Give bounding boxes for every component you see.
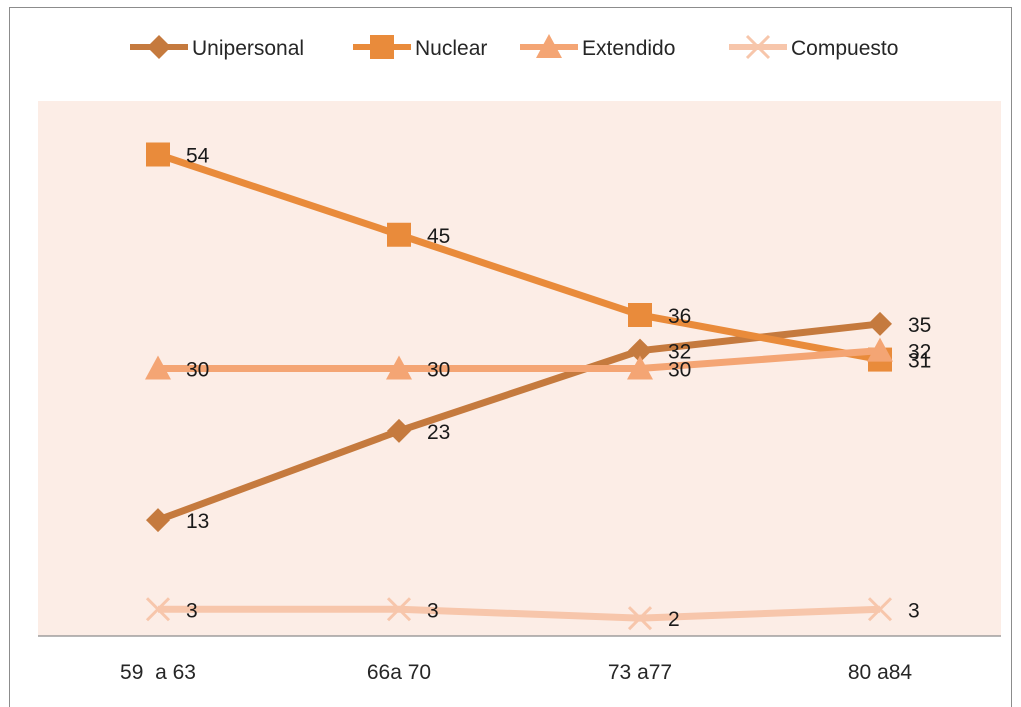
series-line-compuesto bbox=[158, 605, 881, 622]
x-tick-label-4: 80 a84 bbox=[848, 661, 913, 684]
data-point-nuclear-1 bbox=[146, 142, 170, 167]
data-point-extendido-4 bbox=[867, 337, 893, 362]
data-point-compuesto-1 bbox=[145, 597, 171, 622]
series-line-nuclear bbox=[156, 151, 881, 364]
data-label-compuesto-3: 2 bbox=[668, 608, 680, 631]
data-point-compuesto-1-stroke-b bbox=[145, 597, 171, 622]
data-label-nuclear-3: 36 bbox=[668, 305, 691, 328]
legend-marker-extendido bbox=[536, 34, 562, 58]
data-point-compuesto-2 bbox=[386, 597, 412, 622]
data-point-extendido-2 bbox=[386, 355, 412, 380]
data-point-nuclear-3 bbox=[628, 303, 652, 327]
data-point-compuesto-4 bbox=[867, 597, 893, 622]
legend-label-nuclear: Nuclear bbox=[415, 37, 487, 60]
legend-marker-nuclear bbox=[370, 35, 394, 59]
legend-label-compuesto: Compuesto bbox=[791, 37, 898, 60]
data-point-compuesto-4-stroke-b bbox=[867, 597, 893, 622]
data-label-unipersonal-1: 13 bbox=[186, 510, 209, 533]
data-label-extendido-2: 30 bbox=[427, 359, 450, 382]
data-point-extendido-3 bbox=[627, 355, 653, 380]
data-label-unipersonal-4: 35 bbox=[908, 314, 931, 337]
series-compuesto bbox=[145, 597, 893, 631]
data-label-nuclear-2: 45 bbox=[427, 225, 450, 248]
data-label-unipersonal-2: 23 bbox=[427, 421, 450, 444]
data-point-unipersonal-4 bbox=[868, 311, 892, 336]
data-point-unipersonal-3 bbox=[628, 338, 652, 363]
data-point-compuesto-3 bbox=[627, 606, 653, 631]
data-label-nuclear-1: 54 bbox=[186, 145, 210, 168]
data-label-compuesto-4: 3 bbox=[908, 599, 920, 622]
data-point-nuclear-2 bbox=[387, 222, 411, 247]
x-tick-label-3: 73 a77 bbox=[608, 661, 672, 684]
x-tick-label-1: 59 a 63 bbox=[120, 661, 196, 684]
legend-marker-unipersonal bbox=[147, 35, 171, 59]
legend-marker-compuesto-stroke-b bbox=[745, 34, 771, 60]
data-label-compuesto-2: 3 bbox=[427, 599, 439, 622]
data-label-extendido-1: 30 bbox=[186, 359, 209, 382]
legend-label-extendido: Extendido bbox=[582, 37, 675, 60]
data-point-extendido-1 bbox=[145, 355, 171, 380]
x-axis-ticks: 59 a 63 66a 70 73 a77 80 a84 bbox=[120, 661, 912, 684]
series-layer bbox=[145, 142, 893, 631]
data-point-unipersonal-2 bbox=[387, 418, 411, 443]
data-label-extendido-4: 32 bbox=[908, 341, 931, 364]
data-label-compuesto-1: 3 bbox=[186, 599, 198, 622]
legend: Unipersonal Nuclear Extendido Compuesto bbox=[130, 34, 898, 60]
data-label-unipersonal-3: 32 bbox=[668, 341, 691, 364]
data-point-compuesto-2-stroke-b bbox=[386, 597, 412, 622]
data-label-extendido-3: 30 bbox=[668, 359, 691, 382]
data-label-nuclear-4: 31 bbox=[908, 350, 931, 373]
series-extendido bbox=[145, 337, 893, 380]
x-tick-label-2: 66a 70 bbox=[367, 661, 431, 684]
series-line-extendido bbox=[158, 347, 881, 372]
data-point-unipersonal-1 bbox=[146, 508, 170, 533]
data-point-compuesto-3-stroke-b bbox=[627, 606, 653, 631]
legend-marker-compuesto bbox=[745, 34, 771, 60]
legend-label-unipersonal: Unipersonal bbox=[192, 37, 304, 60]
